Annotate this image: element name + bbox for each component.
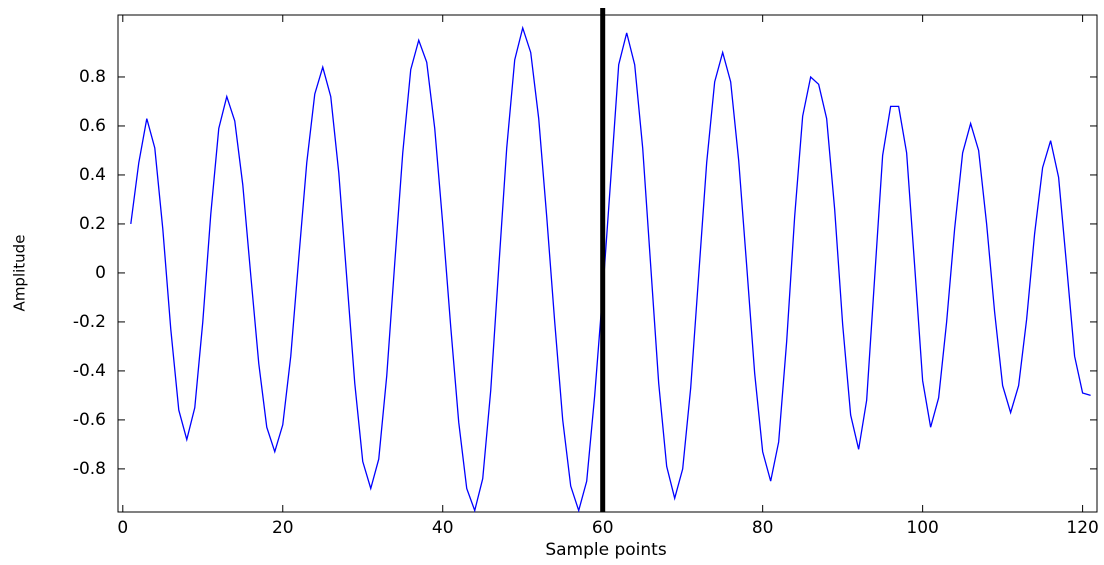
y-tick-label: -0.6 [73,410,106,430]
x-tick-label: 120 [1066,518,1098,538]
y-tick-label: 0.2 [79,214,106,234]
y-tick-label: 0.8 [79,67,106,87]
x-tick-label: 80 [752,518,774,538]
x-axis-label: Sample points [545,540,667,560]
y-tick-label: 0.6 [79,116,106,136]
y-tick-label: 0 [95,263,106,283]
data-line [130,25,1091,513]
x-tick-label: 60 [592,518,614,538]
y-tick-label: 0.4 [79,165,106,185]
x-tick-label: 0 [117,518,128,538]
plot-frame [117,14,1098,513]
x-tick-label: 40 [432,518,454,538]
y-axis-label: Amplitude [11,235,29,312]
x-tick-label: 20 [272,518,294,538]
y-tick-label: -0.8 [73,459,106,479]
y-tick-label: -0.2 [73,312,106,332]
y-tick-label: -0.4 [73,361,106,381]
x-tick-label: 100 [906,518,938,538]
